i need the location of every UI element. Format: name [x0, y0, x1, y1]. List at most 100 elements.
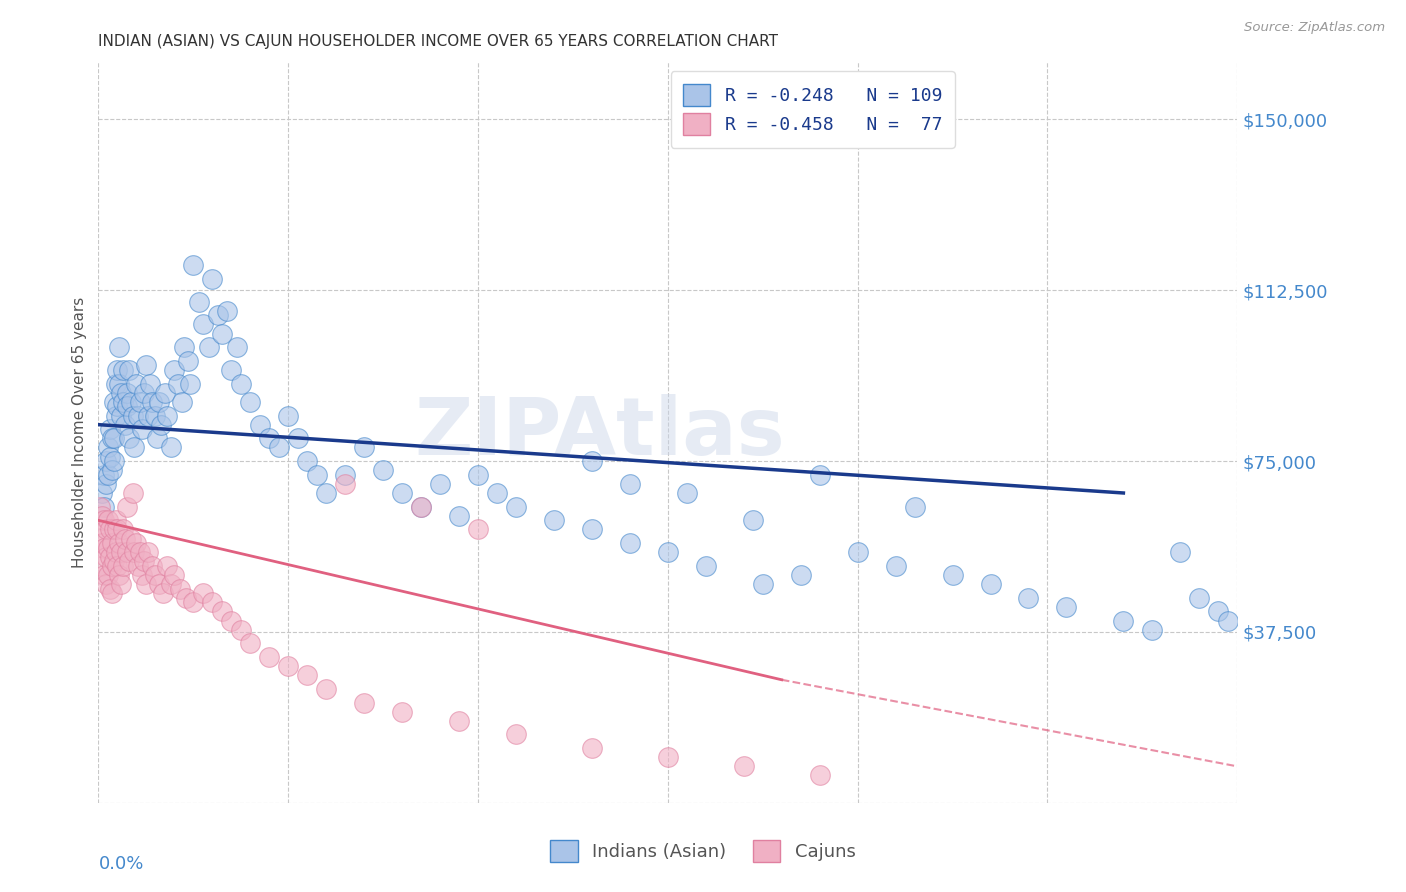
Point: [135, 577, 157, 591]
Point: [179, 376, 201, 391]
Point: [167, 376, 190, 391]
Point: [170, 395, 193, 409]
Point: [808, 467, 831, 482]
Point: [104, 376, 127, 391]
Point: [543, 513, 565, 527]
Point: [153, 385, 176, 400]
Point: [125, 536, 148, 550]
Point: [1170, 545, 1192, 559]
Point: [94, 577, 117, 591]
Point: [411, 500, 433, 514]
Point: [112, 363, 135, 377]
Point: [138, 376, 160, 391]
Point: [93, 513, 115, 527]
Point: [91, 558, 114, 573]
Point: [411, 500, 433, 514]
Point: [505, 500, 527, 514]
Point: [884, 558, 907, 573]
Point: [108, 376, 131, 391]
Point: [371, 463, 394, 477]
Legend: R = -0.248   N = 109, R = -0.458   N =  77: R = -0.248 N = 109, R = -0.458 N = 77: [671, 71, 955, 148]
Point: [315, 486, 337, 500]
Point: [98, 582, 121, 596]
Point: [141, 395, 163, 409]
Point: [115, 385, 138, 400]
Point: [100, 586, 122, 600]
Point: [125, 376, 148, 391]
Point: [110, 545, 132, 559]
Point: [752, 577, 775, 591]
Point: [188, 294, 211, 309]
Point: [353, 441, 375, 455]
Point: [239, 636, 262, 650]
Point: [1208, 604, 1230, 618]
Point: [107, 523, 129, 537]
Point: [1112, 614, 1135, 628]
Point: [121, 409, 143, 423]
Point: [1056, 599, 1078, 614]
Point: [115, 500, 138, 514]
Point: [197, 340, 219, 354]
Point: [94, 523, 117, 537]
Point: [93, 568, 115, 582]
Text: Source: ZipAtlas.com: Source: ZipAtlas.com: [1244, 21, 1385, 34]
Point: [277, 659, 299, 673]
Point: [267, 441, 290, 455]
Point: [391, 486, 413, 500]
Point: [132, 385, 155, 400]
Point: [110, 385, 132, 400]
Point: [156, 558, 179, 573]
Point: [429, 476, 451, 491]
Point: [97, 513, 120, 527]
Point: [100, 463, 122, 477]
Point: [145, 568, 167, 582]
Point: [94, 549, 117, 564]
Point: [297, 668, 319, 682]
Point: [790, 568, 813, 582]
Point: [239, 395, 262, 409]
Point: [108, 340, 131, 354]
Point: [110, 577, 132, 591]
Point: [98, 523, 121, 537]
Point: [733, 759, 755, 773]
Point: [141, 558, 163, 573]
Point: [163, 568, 186, 582]
Point: [98, 549, 121, 564]
Text: ZIPAtlas: ZIPAtlas: [415, 393, 785, 472]
Point: [207, 308, 229, 322]
Point: [657, 750, 679, 764]
Point: [100, 558, 122, 573]
Point: [120, 532, 142, 546]
Point: [1018, 591, 1040, 605]
Point: [695, 558, 717, 573]
Point: [742, 513, 765, 527]
Point: [1188, 591, 1211, 605]
Point: [108, 568, 131, 582]
Point: [145, 409, 167, 423]
Point: [89, 500, 111, 514]
Point: [904, 500, 927, 514]
Point: [104, 513, 127, 527]
Point: [97, 441, 120, 455]
Point: [201, 272, 224, 286]
Point: [191, 586, 214, 600]
Point: [91, 508, 114, 523]
Point: [112, 395, 135, 409]
Point: [201, 595, 224, 609]
Point: [89, 532, 111, 546]
Point: [183, 595, 205, 609]
Point: [100, 536, 122, 550]
Point: [94, 476, 117, 491]
Point: [129, 395, 152, 409]
Point: [942, 568, 965, 582]
Point: [173, 340, 195, 354]
Point: [467, 523, 489, 537]
Point: [124, 545, 146, 559]
Point: [287, 431, 309, 445]
Point: [581, 741, 603, 756]
Point: [449, 714, 471, 728]
Point: [505, 727, 527, 741]
Point: [1140, 623, 1163, 637]
Point: [221, 614, 243, 628]
Point: [449, 508, 471, 523]
